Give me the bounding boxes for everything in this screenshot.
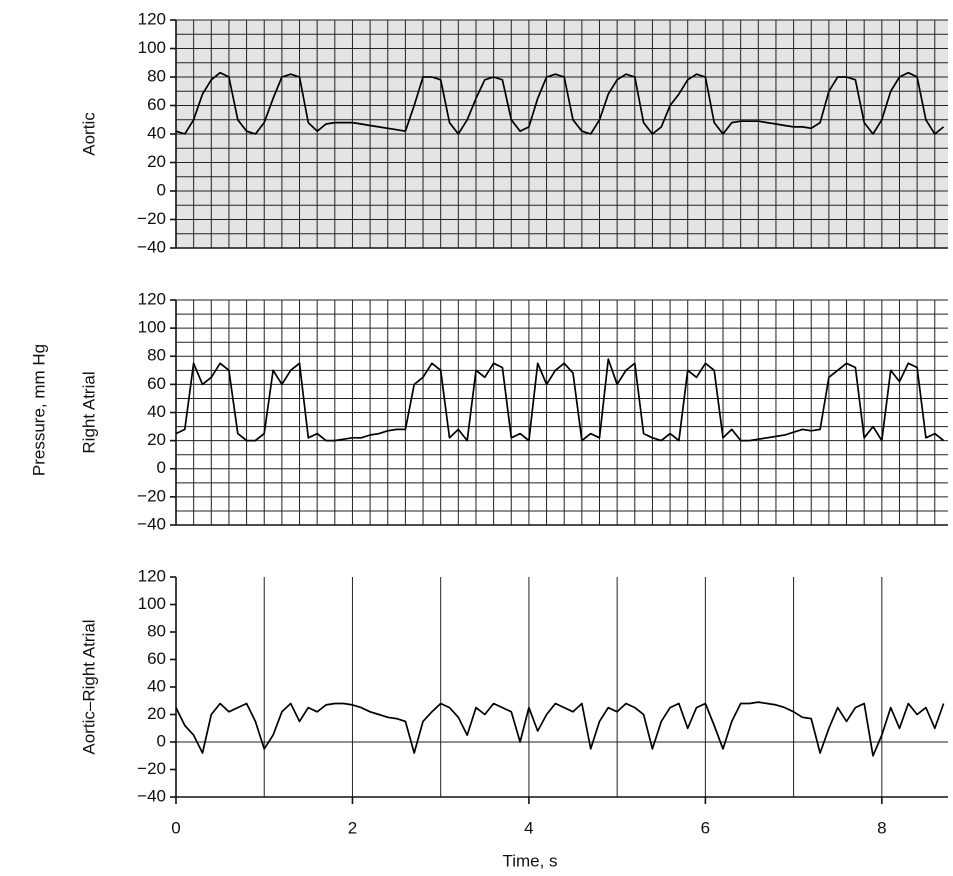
- y-tick-label: 60: [147, 95, 166, 114]
- trace-line: [175, 358, 945, 442]
- y-tick-label: 100: [138, 38, 166, 57]
- y-tick-label: 40: [147, 402, 166, 421]
- y-tick-label: 60: [147, 374, 166, 393]
- y-tick-label: 40: [147, 676, 166, 695]
- trace-line: [175, 71, 945, 135]
- y-tick-label: −40: [137, 786, 166, 805]
- y-tick-label: 20: [147, 704, 166, 723]
- x-tick-label: 0: [171, 818, 180, 837]
- y-tick-label: 20: [147, 152, 166, 171]
- y-label: Aortic: [79, 112, 98, 156]
- y-tick-label: 0: [157, 458, 166, 477]
- x-tick-label: 6: [701, 818, 710, 837]
- trace-line: [175, 701, 945, 757]
- y-tick-label: 80: [147, 66, 166, 85]
- y-label: Right Atrial: [79, 371, 98, 453]
- y-tick-label: 120: [138, 566, 166, 585]
- x-tick-label: 4: [524, 818, 533, 837]
- y-tick-label: 80: [147, 346, 166, 365]
- y-tick-label: 120: [138, 9, 166, 28]
- y-tick-label: −20: [137, 759, 166, 778]
- y-tick-label: 100: [138, 594, 166, 613]
- y-tick-label: −20: [137, 486, 166, 505]
- x-tick-label: 8: [877, 818, 886, 837]
- y-tick-label: 100: [138, 318, 166, 337]
- y-tick-label: 0: [157, 731, 166, 750]
- y-label: Aortic–Right Atrial: [79, 619, 98, 754]
- y-tick-label: 20: [147, 430, 166, 449]
- y-tick-label: −40: [137, 514, 166, 533]
- x-label: Time, s: [502, 851, 557, 870]
- shared-y-label: Pressure, mm Hg: [29, 344, 48, 476]
- y-tick-label: 60: [147, 649, 166, 668]
- y-tick-label: 40: [147, 123, 166, 142]
- y-tick-label: 80: [147, 621, 166, 640]
- y-tick-label: 0: [157, 180, 166, 199]
- y-tick-label: 120: [138, 289, 166, 308]
- y-tick-label: −40: [137, 237, 166, 256]
- x-tick-label: 2: [348, 818, 357, 837]
- y-tick-label: −20: [137, 209, 166, 228]
